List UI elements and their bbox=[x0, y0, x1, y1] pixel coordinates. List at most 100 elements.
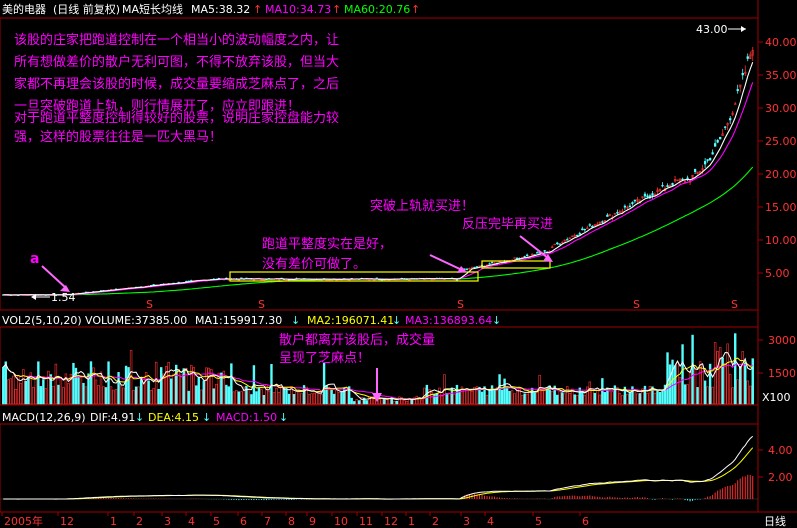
arrow-down-icon: ↓ bbox=[392, 314, 401, 327]
price-candle bbox=[706, 159, 709, 161]
volume-bar bbox=[77, 376, 80, 405]
runway-arrow-line bbox=[429, 254, 463, 271]
time-tick-label: 6 bbox=[240, 515, 247, 528]
volume-bar bbox=[200, 389, 203, 405]
volume-bar bbox=[117, 372, 120, 405]
event-markers: S S S S S bbox=[146, 298, 738, 311]
volume-bar bbox=[172, 373, 175, 405]
ma5-line bbox=[3, 62, 754, 296]
volume-bar bbox=[445, 393, 449, 405]
price-candle bbox=[515, 257, 519, 259]
time-tick-label: 5 bbox=[535, 515, 542, 528]
volume-bar bbox=[473, 386, 476, 405]
volume-bar bbox=[746, 380, 749, 405]
event-marker[interactable]: S bbox=[731, 298, 738, 311]
point-a-arrow-icon bbox=[60, 285, 70, 292]
volume-bar bbox=[360, 396, 363, 405]
volume-bar bbox=[440, 394, 444, 405]
volume-bar bbox=[72, 362, 75, 405]
volume-bar bbox=[400, 397, 404, 405]
volume-bar bbox=[636, 393, 639, 405]
macd-tick-label: 2.00 bbox=[768, 471, 793, 484]
price-candle bbox=[465, 268, 469, 270]
price-tick-label: 15.00 bbox=[765, 201, 797, 214]
event-marker[interactable]: S bbox=[633, 298, 640, 311]
volume-bar bbox=[586, 386, 589, 405]
volume-bar bbox=[485, 394, 489, 405]
time-tick-label: 7 bbox=[264, 515, 271, 528]
volume-bar bbox=[162, 373, 165, 405]
arrow-up-icon: ↑ bbox=[253, 3, 262, 16]
arrow-down-icon: ↓ bbox=[492, 314, 501, 327]
volume-bar bbox=[603, 392, 607, 405]
volume-bar bbox=[250, 394, 253, 405]
volume-bar bbox=[540, 390, 544, 405]
time-tick-label: 12 bbox=[60, 515, 74, 528]
volume-bar bbox=[370, 396, 373, 405]
price-candle bbox=[719, 136, 722, 140]
volume-bar bbox=[739, 365, 742, 405]
volume-bar bbox=[653, 392, 657, 405]
volume-bar bbox=[9, 378, 12, 405]
stock-name: 美的电器 bbox=[2, 2, 46, 16]
volume-bar bbox=[711, 386, 714, 405]
price-candle bbox=[703, 161, 707, 165]
price-candle bbox=[726, 123, 729, 126]
annotation-line: 对于跑道平整度控制得较好的股票，说明庄家控盘能力较 bbox=[14, 110, 339, 126]
price-axis: 40.00 35.00 30.00 25.00 20.00 15.00 10.00 5.00 bbox=[758, 36, 797, 280]
point-a-annotation: a bbox=[30, 251, 70, 292]
price-candle bbox=[583, 228, 586, 231]
price-candle bbox=[646, 195, 649, 198]
price-candle bbox=[661, 185, 664, 187]
volume-bar bbox=[260, 389, 263, 405]
volume-bar bbox=[195, 385, 198, 405]
volume-bar bbox=[357, 400, 361, 405]
volume-bar bbox=[568, 393, 571, 405]
time-tick-label: 5 bbox=[213, 515, 220, 528]
volume-bar bbox=[337, 392, 341, 405]
time-tick-label: 10 bbox=[334, 515, 348, 528]
runway-box-main bbox=[229, 271, 479, 282]
volume-bar bbox=[4, 361, 7, 405]
volume-bar bbox=[688, 371, 692, 405]
volume-bar bbox=[112, 389, 115, 405]
volume-bar bbox=[525, 393, 529, 405]
volume-bar bbox=[59, 376, 63, 405]
event-marker[interactable]: S bbox=[146, 298, 153, 311]
volume-bar bbox=[270, 364, 273, 405]
event-marker[interactable]: S bbox=[258, 298, 265, 311]
arrow-up-icon: ↑ bbox=[411, 3, 420, 16]
volume-bar bbox=[242, 386, 246, 405]
volume-note-arrow-icon bbox=[372, 393, 382, 402]
price-candle bbox=[513, 257, 516, 259]
price-candle bbox=[643, 193, 647, 197]
volume-value: VOLUME:37385.00 bbox=[85, 314, 187, 327]
volume-bar bbox=[410, 399, 414, 405]
volume-bar bbox=[315, 392, 318, 405]
volume-bar bbox=[222, 370, 226, 405]
price-candle bbox=[744, 71, 747, 74]
price-candle bbox=[553, 243, 556, 246]
volume-bar bbox=[49, 374, 53, 405]
volume-bar bbox=[350, 397, 353, 405]
volume-bar bbox=[257, 387, 261, 405]
volume-bar bbox=[423, 387, 426, 405]
arrow-down-icon: ↓ bbox=[291, 314, 300, 327]
price-candle bbox=[696, 171, 699, 174]
volume-bar bbox=[47, 370, 50, 405]
price-candle bbox=[713, 143, 717, 147]
price-candle bbox=[671, 183, 674, 186]
event-marker[interactable]: S bbox=[457, 298, 464, 311]
time-tick-label: 4 bbox=[188, 515, 195, 528]
price-candle bbox=[749, 54, 752, 59]
volume-bar bbox=[79, 375, 83, 405]
time-tick-label: 3 bbox=[164, 515, 171, 528]
volume-bar bbox=[628, 391, 632, 405]
price-candle bbox=[455, 279, 459, 281]
volume-bar bbox=[490, 385, 494, 405]
volume-bar bbox=[52, 386, 55, 405]
price-candle bbox=[470, 267, 474, 269]
volume-bar bbox=[327, 387, 331, 405]
volume-bar bbox=[648, 385, 652, 405]
volume-bar bbox=[470, 390, 474, 405]
